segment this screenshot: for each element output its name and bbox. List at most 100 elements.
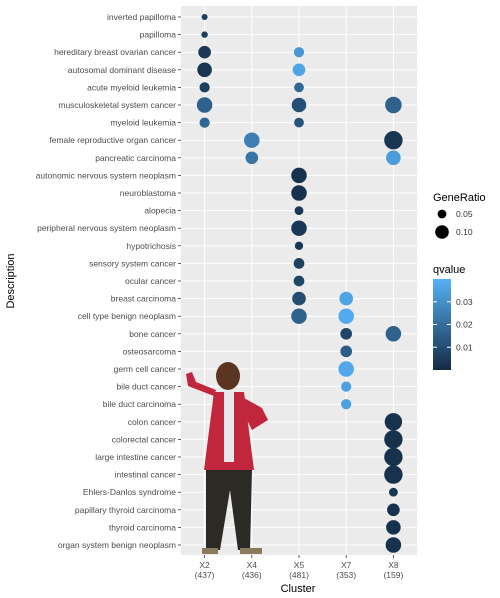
y-tick-label: large intestine cancer xyxy=(95,452,176,462)
data-point xyxy=(340,345,353,358)
data-point xyxy=(384,131,403,150)
y-tick-label: Ehlers-Danlos syndrome xyxy=(83,487,176,497)
data-point xyxy=(386,520,401,535)
y-tick-label: pancreatic carcinoma xyxy=(95,153,176,163)
y-tick-label: inverted papilloma xyxy=(107,12,176,22)
color-legend-label: 0.03 xyxy=(456,297,473,307)
data-point xyxy=(387,503,400,517)
data-point xyxy=(384,465,403,484)
x-axis-ticks: X2(437) X4(436) X5(481) X7(353) X8(159) xyxy=(195,555,403,580)
size-legend-dot xyxy=(437,209,447,219)
data-point xyxy=(341,399,352,410)
data-point xyxy=(199,117,210,128)
y-tick-label: bile duct carcinoma xyxy=(103,399,177,409)
y-axis-title: Description xyxy=(5,253,17,308)
data-point xyxy=(291,185,307,201)
x-tick-count: (481) xyxy=(289,570,309,580)
y-tick-label: acute myeloid leukemia xyxy=(87,82,176,92)
data-point xyxy=(292,63,306,77)
y-tick-label: papilloma xyxy=(140,30,177,40)
y-tick-label: osteosarcoma xyxy=(123,346,177,356)
y-tick-label: musculoskeletal system cancer xyxy=(58,100,176,110)
y-tick-label: alopecia xyxy=(144,206,176,216)
data-point xyxy=(196,97,213,113)
y-tick-label: peripheral nervous system neoplasm xyxy=(37,223,176,233)
data-point xyxy=(244,132,260,148)
x-tick-label: X7 xyxy=(341,560,352,570)
x-tick-count: (353) xyxy=(336,570,356,580)
y-tick-label: hereditary breast ovarian cancer xyxy=(54,47,176,57)
y-tick-label: autosomal dominant disease xyxy=(68,65,176,75)
data-point xyxy=(294,82,304,93)
data-point xyxy=(338,308,354,324)
data-point xyxy=(199,82,210,93)
data-point xyxy=(201,14,208,20)
size-legend-title: GeneRatio xyxy=(433,192,486,204)
color-legend-ticks: 0.01 0.02 0.03 xyxy=(433,297,473,352)
data-point xyxy=(385,96,402,114)
data-point xyxy=(294,241,304,250)
data-point xyxy=(389,487,398,497)
size-legend-label: 0.10 xyxy=(456,227,473,237)
data-point xyxy=(291,308,307,324)
data-points xyxy=(196,14,403,553)
data-point xyxy=(384,413,403,431)
data-point xyxy=(385,537,402,553)
y-tick-label: bile duct cancer xyxy=(116,382,176,392)
data-point xyxy=(294,117,304,128)
data-point xyxy=(293,258,305,269)
y-tick-label: breast carcinoma xyxy=(111,294,176,304)
data-point xyxy=(201,31,208,38)
size-legend-items: 0.05 0.10 xyxy=(435,209,473,239)
x-tick-label: X8 xyxy=(388,560,399,570)
y-tick-label: myeloid leukemia xyxy=(110,118,176,128)
y-tick-label: bone cancer xyxy=(129,329,176,339)
y-tick-label: hypotrichosis xyxy=(126,241,176,251)
x-tick-label: X5 xyxy=(294,560,305,570)
data-point xyxy=(384,430,403,449)
data-point xyxy=(340,327,353,340)
data-point xyxy=(386,150,401,166)
y-axis-ticks: inverted papilloma papilloma hereditary br… xyxy=(36,12,181,550)
x-tick-label: X4 xyxy=(247,560,258,570)
x-tick-count: (159) xyxy=(383,570,403,580)
y-tick-label: ocular cancer xyxy=(125,276,176,286)
data-point xyxy=(291,97,307,113)
data-point xyxy=(338,361,354,377)
x-tick-count: (436) xyxy=(242,570,262,580)
x-tick-count: (437) xyxy=(195,570,215,580)
y-tick-label: autonomic nervous system neoplasm xyxy=(36,170,176,180)
data-point xyxy=(339,291,354,306)
data-point xyxy=(293,275,305,287)
data-point xyxy=(293,47,305,58)
y-tick-label: sensory system cancer xyxy=(89,258,176,268)
data-point xyxy=(384,447,403,467)
y-tick-label: cell type benign neoplasm xyxy=(78,311,176,321)
y-tick-label: papillary thyroid carcinoma xyxy=(75,505,176,515)
y-tick-label: colon cancer xyxy=(128,417,176,427)
legend: GeneRatio 0.05 0.10 qvalue 0.01 0.02 0.03 xyxy=(433,192,486,370)
x-tick-label: X2 xyxy=(199,560,210,570)
color-legend-label: 0.02 xyxy=(456,320,473,330)
data-point xyxy=(198,45,211,59)
y-tick-label: intestinal cancer xyxy=(115,470,177,480)
color-legend-label: 0.01 xyxy=(456,342,473,352)
color-legend-bar xyxy=(433,279,451,370)
color-legend-title: qvalue xyxy=(433,264,465,276)
data-point xyxy=(245,151,259,165)
x-axis-title: Cluster xyxy=(281,583,316,595)
y-tick-label: thyroid carcinoma xyxy=(109,522,176,532)
size-legend-dot xyxy=(435,225,449,239)
y-tick-label: neuroblastoma xyxy=(120,188,177,198)
data-point xyxy=(385,326,402,342)
data-point xyxy=(291,167,307,184)
dancing-man-image xyxy=(186,362,268,554)
y-tick-label: germ cell cancer xyxy=(114,364,177,374)
y-tick-label: female reproductive organ cancer xyxy=(49,135,176,145)
y-tick-label: organ system benign neoplasm xyxy=(58,540,176,550)
data-point xyxy=(292,291,306,306)
data-point xyxy=(294,206,304,216)
data-point xyxy=(197,62,212,78)
data-point xyxy=(291,220,307,236)
